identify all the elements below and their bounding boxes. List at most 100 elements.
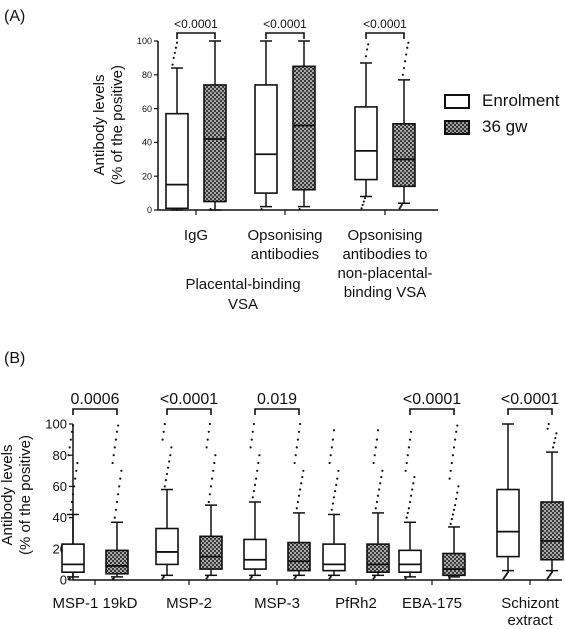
chart-b-box-36gw [540,501,564,561]
chart-b-box-enrolment [61,543,85,573]
chart-a-pvalue-label: <0.0001 [174,17,218,31]
chart-b-outlier-point [293,461,296,465]
chart-b-outlier-point [112,454,115,457]
chart-a-category-label: antibodies [251,246,319,263]
chart-b-outlier-point [115,500,119,504]
chart-a-ylabel-line1: Antibody levels [91,75,108,176]
chart-b-outlier-point [408,438,412,441]
chart-b-pvalue-bracket [409,408,455,415]
chart-b-outlier-point [208,493,211,496]
chart-b-outlier-point [211,477,214,480]
chart-b-outlier-point [170,446,173,449]
chart-b-outlier-point [329,575,332,578]
chart-b-outlier-point [301,475,304,479]
chart-b-outlier-point [454,504,457,507]
legend-item-enrolment: Enrolment [444,88,559,114]
chart-b-box-enrolment [243,538,267,570]
chart-a-outlier-point [298,208,301,211]
chart-b-box-enrolment [398,549,422,573]
chart-b-outlier-point [299,488,302,491]
chart-b-outlier-point [251,430,254,433]
chart-a-y-tick-label: 60 [142,104,152,114]
chart-b-outlier-point [404,469,407,472]
chart-a-box-enrolment [354,106,378,181]
chart-a-category-label: IgG [184,227,208,244]
chart-a-category-label: non-placental- [337,265,432,282]
chart-a-category-label: binding VSA [344,284,427,301]
chart-b-pvalue-label: <0.0001 [160,391,218,408]
chart-b-outlier-point [295,507,298,510]
chart-b: (B) Antibody levels (% of the positive) … [0,350,564,629]
chart-b-category-label: extract [507,612,553,629]
chart-a: (A) Antibody levels (% of the positive) … [4,8,438,313]
chart-a-outlier-point [362,200,365,203]
chart-b-outlier-point [68,446,71,449]
chart-b-outlier-point [167,466,170,469]
chart-b-outlier-point [161,438,164,441]
chart-b-outlier-point [373,575,376,578]
chart-a-bracket-label-line1: Placental-binding [185,276,300,293]
chart-a-outlier-point [406,46,409,49]
chart-a-outlier-point [363,197,366,200]
chart-b-outlier-point [547,575,550,578]
chart-b-y-tick-label: 40 [53,510,67,525]
chart-a-y-tick-label: 20 [142,171,152,181]
chart-b-outlier-point [114,438,117,441]
chart-a-outlier-point [407,41,410,44]
chart-b-outlier-point [375,438,378,441]
chart-b-outlier-point [372,577,375,580]
chart-b-outlier-point [376,429,380,432]
chart-b-outlier-point [407,507,410,510]
chart-a-pvalue-bracket [365,32,405,39]
chart-b-outlier-point [76,461,79,465]
chart-a-pvalue-label: <0.0001 [263,17,307,31]
chart-b-outlier-point [113,516,116,519]
chart-b-y-tick-label: 100 [45,417,67,432]
chart-b-outlier-point [75,469,78,472]
chart-b-outlier-point [293,577,296,580]
chart-b-outlier-point [117,493,120,496]
chart-a-y-tick-label: 80 [142,70,152,80]
chart-b-pvalue-bracket [254,408,300,415]
chart-a-box-enrolment [165,112,189,210]
chart-b-outlier-point [373,454,376,457]
chart-b-outlier-point [255,477,258,480]
chart-b-outlier-point [162,430,165,433]
chart-b-category-label: MSP-3 [254,595,300,612]
chart-b-outlier-point [299,422,302,426]
chart-b-pvalue-label: 0.019 [257,391,297,408]
chart-b-outlier-point [553,441,556,444]
chart-a-outlier-point [367,43,370,46]
chart-b-outlier-point [546,427,549,430]
chart-b-outlier-point [252,489,255,493]
chart-b-outlier-point [546,577,549,580]
chart-b-category-label: EBA-175 [402,595,462,612]
chart-b-outlier-point [258,454,261,457]
chart-b-outlier-point [411,488,414,491]
legend-label-36gw: 36 gw [482,117,528,136]
chart-a-outlier-point [366,48,369,51]
chart-b-outlier-point [505,572,508,575]
chart-b-outlier-point [450,461,453,465]
chart-b-outlier-point [250,438,253,441]
chart-b-outlier-point [408,500,412,504]
chart-a-pvalue-bracket [176,32,216,39]
chart-b-box-36gw [199,535,223,570]
chart-b-box-36gw [105,549,129,575]
chart-b-y-tick-label: 80 [53,448,67,463]
chart-a-outlier-point [399,205,402,208]
chart-a-outlier-point [401,73,404,76]
chart-b-outlier-point [412,482,415,485]
chart-b-pvalue-label: 0.0006 [71,391,120,408]
chart-b-y-tick-label: 0 [60,573,67,588]
chart-b-outlier-point [406,454,409,457]
chart-b-outlier-point [295,446,298,449]
chart-b-outlier-point [165,472,169,476]
chart-b-category-label: MSP-1 19kD [52,595,137,612]
chart-b-outlier-point [449,469,452,472]
chart-b-y-tick-label: 60 [53,479,67,494]
chart-b-outlier-point [328,577,331,580]
chart-a-ylabel: Antibody levels (% of the positive) [91,65,126,185]
chart-b-outlier-point [374,446,377,449]
